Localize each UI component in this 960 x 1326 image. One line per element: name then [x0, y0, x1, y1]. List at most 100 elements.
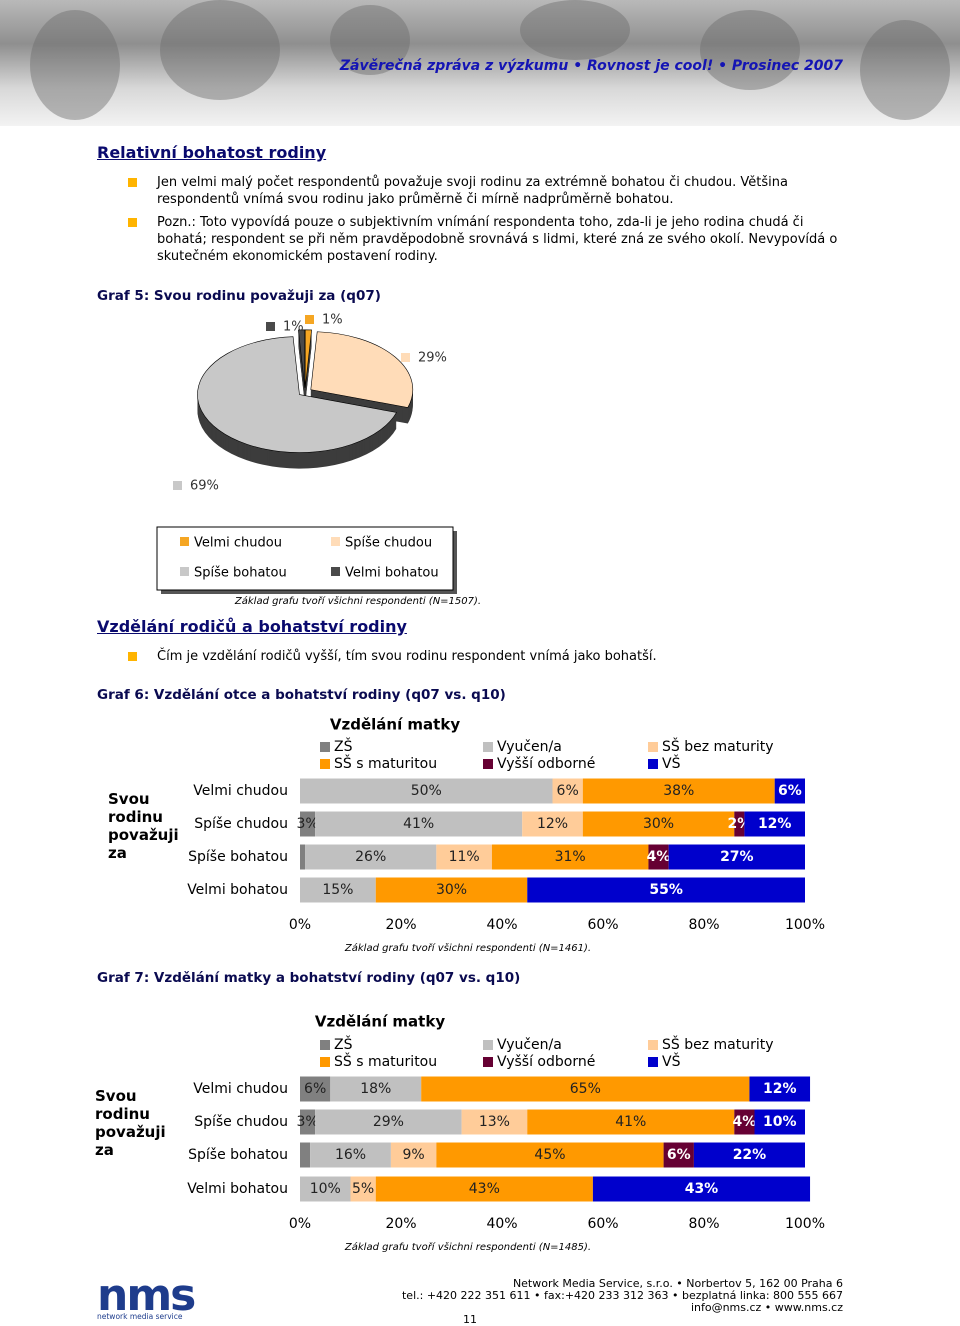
label-swatch [401, 353, 410, 362]
bar-segment [436, 1142, 664, 1168]
legend-swatch [648, 1057, 658, 1067]
x-tick-label: 40% [486, 917, 517, 933]
x-tick-label: 100% [785, 917, 825, 933]
bar-segment [582, 811, 735, 837]
bar-segment [744, 811, 805, 837]
category-label: Spíše bohatou [188, 849, 288, 865]
data-label: 29% [373, 1114, 404, 1130]
logo: nms [97, 1270, 196, 1321]
category-label: Velmi chudou [193, 783, 288, 799]
category-label: Velmi bohatou [187, 882, 288, 898]
bar-segment [375, 1176, 593, 1202]
bar-segment [774, 778, 805, 804]
bar-segment [300, 877, 376, 903]
data-label: 31% [555, 849, 586, 865]
data-label: 22% [733, 1147, 767, 1163]
legend-label: SŠ s maturitou [334, 1052, 437, 1070]
footer-line: tel.: +420 222 351 611 • fax:+420 233 31… [401, 1289, 843, 1302]
y-axis-label: Svou rodinu považuji za [95, 1087, 166, 1159]
legend-swatch [331, 537, 340, 546]
bullet-text: Pozn.: Toto vypovídá pouze o subjektivní… [128, 214, 857, 265]
x-tick-label: 0% [289, 1216, 311, 1232]
section-title: Relativní bohatost rodiny [97, 143, 327, 162]
bar-segment [421, 1076, 750, 1102]
legend-swatch [180, 567, 189, 576]
data-label: 9% [403, 1147, 425, 1163]
bar-segment [330, 1076, 422, 1102]
chart-title: Graf 6: Vzdělání otce a bohatství rodiny… [97, 687, 506, 703]
data-label: 13% [479, 1114, 510, 1130]
bar-segment [663, 1142, 694, 1168]
data-label: 11% [449, 849, 480, 865]
bar-segment [734, 1109, 755, 1135]
logo-tagline: network media service [97, 1312, 183, 1321]
data-label: 41% [615, 1114, 646, 1130]
data-label: 43% [469, 1181, 500, 1197]
legend-swatch [320, 759, 330, 769]
data-label: 55% [649, 882, 683, 898]
category-label: Velmi chudou [193, 1081, 288, 1097]
category-label: Spíše chudou [194, 816, 288, 832]
chart-title: Graf 7: Vzdělání matky a bohatství rodin… [97, 970, 521, 986]
category-label: Spíše bohatou [188, 1147, 288, 1163]
data-label: 6% [304, 1081, 326, 1097]
bar-segment [300, 1109, 316, 1135]
data-label: 12% [763, 1081, 797, 1097]
bar-segment [527, 1109, 735, 1135]
label-swatch [305, 315, 314, 324]
legend-label: ZŠ [334, 1035, 353, 1053]
footer-line: Network Media Service, s.r.o. • Norberto… [512, 1277, 843, 1290]
y-axis-label: Svou rodinu považuji za [108, 790, 179, 862]
photo-shape [30, 10, 120, 120]
data-label: 1% [283, 320, 304, 335]
data-label: 30% [436, 882, 467, 898]
footer-line: info@nms.cz • www.nms.cz [690, 1301, 843, 1314]
legend-label: Vyšší odborné [497, 1054, 595, 1070]
bullet-text: Čím je vzdělání rodičů vyšší, tím svou r… [128, 648, 857, 665]
data-label: 29% [418, 351, 447, 366]
bar-segment [754, 1109, 805, 1135]
x-tick-label: 60% [587, 917, 618, 933]
bar-segment [461, 1109, 528, 1135]
bar-segment [305, 844, 437, 870]
data-label: 4% [733, 1114, 757, 1130]
legend-label: VŠ [662, 1052, 681, 1070]
bar-segment [315, 811, 523, 837]
bar-segment [491, 844, 649, 870]
data-label: 4% [647, 849, 671, 865]
legend-label: Vyučen/a [497, 739, 562, 755]
bar-segment [350, 1176, 376, 1202]
bar-segment [592, 1176, 811, 1202]
legend-swatch [180, 537, 189, 546]
bar-segment [300, 844, 306, 870]
legend-label: SŠ bez maturity [662, 737, 774, 755]
data-label: 15% [322, 882, 353, 898]
x-tick-label: 20% [385, 1216, 416, 1232]
data-label: 43% [685, 1181, 719, 1197]
data-label: 69% [190, 479, 219, 494]
bar-segment [300, 1142, 311, 1168]
legend-title: Vzdělání matky [330, 716, 460, 734]
legend-label: Spíše chudou [345, 536, 432, 551]
category-label: Velmi bohatou [187, 1181, 288, 1197]
bar-segment [527, 877, 805, 903]
bar-segment [436, 844, 492, 870]
legend-label: ZŠ [334, 737, 353, 755]
bar-segment [552, 778, 583, 804]
x-tick-label: 100% [785, 1216, 825, 1232]
data-label: 12% [537, 816, 568, 832]
section-title: Vzdělání rodičů a bohatství rodiny [97, 617, 407, 636]
data-label: 18% [360, 1081, 391, 1097]
data-label: 41% [403, 816, 434, 832]
bullet-text: Jen velmi malý počet respondentů považuj… [128, 174, 857, 208]
bar-segment [734, 811, 745, 837]
data-label: 50% [411, 783, 442, 799]
bar-segment [300, 1076, 331, 1102]
chart-title: Graf 5: Svou rodinu považuji za (q07) [97, 288, 381, 304]
legend-swatch [648, 759, 658, 769]
legend-swatch [320, 1057, 330, 1067]
data-label: 10% [763, 1114, 797, 1130]
photo-shape [330, 5, 410, 75]
data-label: 3% [296, 816, 318, 832]
